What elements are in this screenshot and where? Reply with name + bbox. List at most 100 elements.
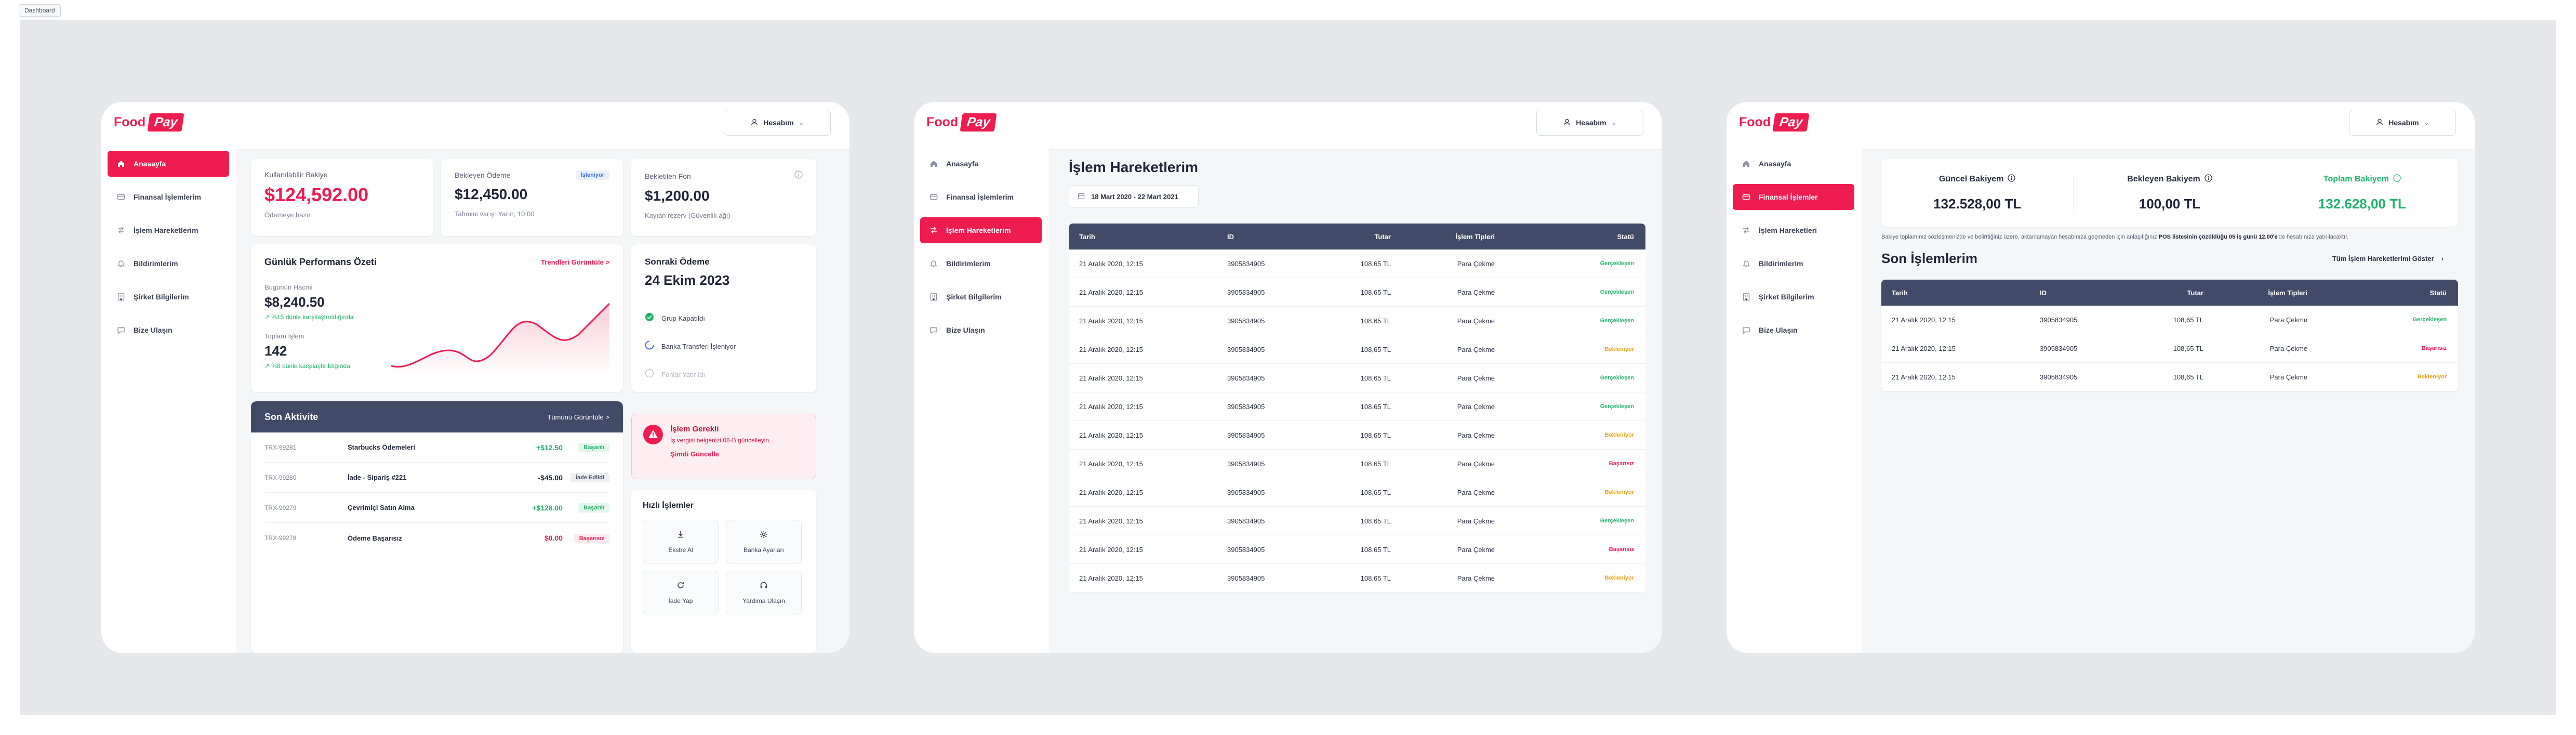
activity-row[interactable]: TRX-99279 Çevrimiçi Satın Alma +$128.00 … xyxy=(264,493,609,523)
quick-action-button[interactable]: Yardıma Ulaşın xyxy=(726,571,802,614)
table-row[interactable]: 21 Aralık 2020, 12:15 3905834905 108,65 TL… xyxy=(1069,450,1645,478)
table-row[interactable]: 21 Aralık 2020, 12:15 3905834905 108,65 TL… xyxy=(1069,250,1645,278)
dashboard-tag[interactable]: Dashboard xyxy=(19,4,61,17)
action-alert: İşlem Gerekli İş vergisi belgenizi 08-B … xyxy=(631,414,816,479)
column-header[interactable]: Statü xyxy=(1617,232,1635,241)
pending-badge: İşleniyor xyxy=(575,170,609,180)
sidebar-item-3[interactable]: İşlem Hareketleri xyxy=(1733,217,1854,243)
column-header[interactable]: Tarih xyxy=(1892,288,1908,297)
step-item: Fonlar Yatırıldı xyxy=(645,360,803,388)
table-row[interactable]: 21 Aralık 2020, 12:15 3905834905 108,65 TL… xyxy=(1069,421,1645,450)
account-button[interactable]: Hesabım ⌄ xyxy=(2349,110,2456,136)
table-row[interactable]: 21 Aralık 2020, 12:15 3905834905 108,65 TL… xyxy=(1881,306,2458,334)
sidebar-item-5[interactable]: Şirket Bilgilerim xyxy=(920,284,1042,310)
cell-id: 3905834905 xyxy=(2040,373,2078,381)
sidebar-item-1[interactable]: Anasayfa xyxy=(1733,151,1854,177)
cell-date: 21 Aralık 2020, 12:15 xyxy=(1892,316,1956,324)
sidebar-item-label: Şirket Bilgilerim xyxy=(946,293,1002,301)
activity-link[interactable]: Tümünü Görüntüle > xyxy=(547,413,609,421)
sidebar-item-1[interactable]: Anasayfa xyxy=(920,151,1042,177)
column-header[interactable]: ID xyxy=(2040,288,2047,297)
sidebar-item-1[interactable]: Anasayfa xyxy=(108,151,229,177)
cell-amount: 108,65 TL xyxy=(1360,517,1391,525)
column-header[interactable]: Tutar xyxy=(2187,288,2203,297)
table-row[interactable]: 21 Aralık 2020, 12:15 3905834905 108,65 TL… xyxy=(1881,334,2458,363)
waiting-balance-value: 100,00 TL xyxy=(2139,195,2201,212)
brand-logo[interactable]: Food Pay xyxy=(1739,113,1810,132)
column-header[interactable]: Tarih xyxy=(1079,232,1095,241)
table-row[interactable]: 21 Aralık 2020, 12:15 3905834905 108,65 TL… xyxy=(1069,478,1645,507)
all-transactions-link[interactable]: Tüm İşlem Hareketlerimi Göster › xyxy=(2332,255,2444,262)
finance-icon xyxy=(1741,192,1751,202)
chat-icon xyxy=(928,325,939,335)
table-row[interactable]: 21 Aralık 2020, 12:15 3905834905 108,65 TL… xyxy=(1881,363,2458,391)
sidebar-item-label: Finansal İşlemlerim xyxy=(946,193,1014,201)
column-header[interactable]: Tutar xyxy=(1374,232,1391,241)
column-header[interactable]: İşlem Tipleri xyxy=(2268,288,2307,297)
date-range-picker[interactable]: 18 Mart 2020 - 22 Mart 2021 xyxy=(1069,185,1199,208)
sidebar-item-label: Finansal İşlemler xyxy=(1759,193,1818,201)
sidebar-item-2[interactable]: Finansal İşlemlerim xyxy=(108,184,229,210)
page-header: Hesabım ⌄ xyxy=(236,102,849,150)
info-icon[interactable] xyxy=(2393,174,2401,185)
info-icon[interactable] xyxy=(794,170,803,181)
cell-date: 21 Aralık 2020, 12:15 xyxy=(1079,288,1143,296)
sidebar-item-6[interactable]: Bize Ulaşın xyxy=(920,317,1042,343)
cell-date: 21 Aralık 2020, 12:15 xyxy=(1079,517,1143,525)
quick-action-button[interactable]: Ekstre Al xyxy=(643,520,719,563)
table-row[interactable]: 21 Aralık 2020, 12:15 3905834905 108,65 TL… xyxy=(1069,335,1645,364)
alert-link[interactable]: Şimdi Güncelle xyxy=(670,450,719,458)
brand-logo[interactable]: Food Pay xyxy=(114,113,185,132)
brand-logo[interactable]: Food Pay xyxy=(926,113,998,132)
sidebar-item-4[interactable]: Bildirimlerim xyxy=(108,251,229,277)
account-button[interactable]: Hesabım ⌄ xyxy=(724,110,831,136)
account-button[interactable]: Hesabım ⌄ xyxy=(1536,110,1643,136)
table-row[interactable]: 21 Aralık 2020, 12:15 3905834905 108,65 TL… xyxy=(1069,278,1645,307)
table-row[interactable]: 21 Aralık 2020, 12:15 3905834905 108,65 TL… xyxy=(1069,564,1645,593)
activity-row[interactable]: TRX-99278 Ödeme Başarısız $0.00 Başarısı… xyxy=(264,523,609,553)
activity-row[interactable]: TRX-99281 Starbucks Ödemeleri +$12.50 Ba… xyxy=(264,432,609,463)
table-row[interactable]: 21 Aralık 2020, 12:15 3905834905 108,65 TL… xyxy=(1069,535,1645,564)
info-icon[interactable] xyxy=(2008,174,2016,185)
table-row[interactable]: 21 Aralık 2020, 12:15 3905834905 108,65 TL… xyxy=(1069,307,1645,335)
column-header[interactable]: Statü xyxy=(2429,288,2447,297)
cell-id: 3905834905 xyxy=(1227,288,1265,296)
table-row[interactable]: 21 Aralık 2020, 12:15 3905834905 108,65 TL… xyxy=(1069,364,1645,392)
info-icon[interactable] xyxy=(2205,174,2212,185)
next-payment-title: Sonraki Ödeme xyxy=(645,257,710,267)
alert-icon xyxy=(643,425,663,468)
column-header[interactable]: İşlem Tipleri xyxy=(1455,232,1495,241)
page-header: Hesabım ⌄ xyxy=(1862,102,2475,150)
column-header[interactable]: ID xyxy=(1227,232,1234,241)
cell-type: Para Çekme xyxy=(1457,488,1495,496)
sidebar-item-2[interactable]: Finansal İşlemler xyxy=(1733,184,1854,210)
sidebar-item-3[interactable]: İşlem Hareketlerim xyxy=(108,217,229,243)
sidebar-item-4[interactable]: Bildirimlerim xyxy=(920,251,1042,277)
quick-action-label: Yardıma Ulaşın xyxy=(742,597,785,605)
trends-link[interactable]: Trendleri Görüntüle > xyxy=(541,258,609,266)
check-circle-icon xyxy=(645,312,654,324)
frame-finance: Food Pay Anasayfa Finansal İşlemler İşlem … xyxy=(1727,102,2475,653)
sidebar-item-6[interactable]: Bize Ulaşın xyxy=(108,317,229,343)
waiting-balance: Bekleyen Bakiyem 100,00 TL xyxy=(2074,174,2266,212)
table-row[interactable]: 21 Aralık 2020, 12:15 3905834905 108,65 TL… xyxy=(1069,392,1645,421)
table-row[interactable]: 21 Aralık 2020, 12:15 3905834905 108,65 TL… xyxy=(1069,507,1645,535)
activity-list: TRX-99281 Starbucks Ödemeleri +$12.50 Ba… xyxy=(251,432,623,553)
blocked-value: $1,200.00 xyxy=(645,188,710,204)
sidebar-item-2[interactable]: Finansal İşlemlerim xyxy=(920,184,1042,210)
sidebar-item-5[interactable]: Şirket Bilgilerim xyxy=(1733,284,1854,310)
sidebar-item-5[interactable]: Şirket Bilgilerim xyxy=(108,284,229,310)
quick-action-button[interactable]: İade Yap xyxy=(643,571,719,614)
sidebar-item-label: Finansal İşlemlerim xyxy=(134,193,201,201)
cell-status: Gerçekleşen xyxy=(1600,518,1634,524)
sidebar-item-6[interactable]: Bize Ulaşın xyxy=(1733,317,1854,343)
sidebar: Food Pay Anasayfa Finansal İşlemlerim İşle… xyxy=(101,102,236,653)
cell-id: 3905834905 xyxy=(1227,259,1265,268)
cell-status: Başarısız xyxy=(2421,345,2447,351)
status-badge: Başarılı xyxy=(578,443,609,452)
activity-row[interactable]: TRX-99280 İade - Sipariş #221 -$45.00 İa… xyxy=(264,463,609,493)
sidebar-item-4[interactable]: Bildirimlerim xyxy=(1733,251,1854,277)
sidebar-item-3[interactable]: İşlem Hareketlerim xyxy=(920,217,1042,243)
quick-action-button[interactable]: Banka Ayarları xyxy=(726,520,802,563)
chevron-right-icon: › xyxy=(2441,255,2444,262)
